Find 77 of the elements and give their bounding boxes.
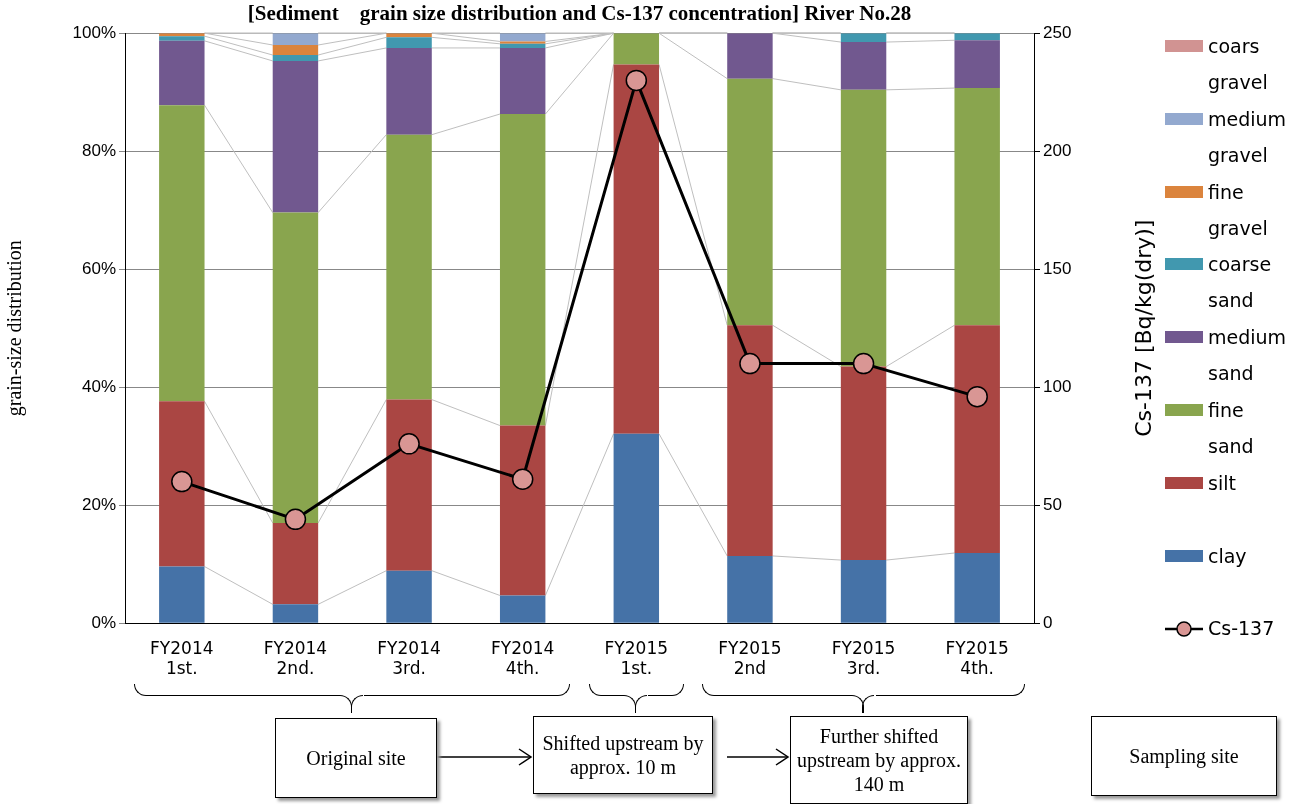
point [511,468,534,490]
legend-label: Cs-137 [1208,616,1276,642]
x-tick-label: FY2014 3rd. [377,637,441,679]
bar [954,40,1000,89]
y2-axis-title: Cs-137 [Bq/kg(dry)] [1130,219,1156,437]
legend-label: clay [1208,543,1248,569]
bar [840,560,887,623]
bar [613,64,660,434]
bar [159,401,205,567]
point [398,433,420,455]
bar [272,33,319,45]
bar [727,78,773,326]
point [852,352,875,375]
bar [272,522,319,605]
x-tick-label: FY2015 4th. [945,637,1009,679]
x-tick-label: FY2015 3rd. [831,637,896,679]
bar [159,566,205,623]
y2-tick-label: 200 [1043,140,1072,160]
bar [386,399,432,571]
bar [272,604,319,623]
y-tick-label: 100% [72,22,116,42]
point [284,508,307,531]
bar [386,47,432,135]
y2-tick-label: 0 [1043,612,1053,632]
legend-label: silt [1208,470,1237,496]
bar [840,42,887,90]
y-tick-label: 60% [81,258,116,278]
bar [272,60,319,213]
bar [727,555,773,623]
bar [159,105,205,402]
bar [840,89,887,367]
bar [272,45,319,56]
text: Sampling site [1091,716,1277,796]
text: Shifted upstream by approx. 10 m [533,716,713,794]
bar [840,33,887,43]
y2-tick-label: 150 [1043,258,1072,278]
chart-title: [Sediment grain size distribution and Cs-137 concentration] River No.28 [247,1,912,26]
bar [840,366,887,561]
bar [613,433,660,623]
bar [386,134,432,400]
bar [272,55,319,61]
text: Further shifted upstream by approx. 140 m [790,716,968,804]
y2-tick-label: 50 [1043,494,1062,514]
x-tick-label: FY2014 4th. [490,637,555,679]
y2-tick-label: 100 [1043,376,1072,396]
bar [727,33,773,79]
bar [272,212,319,523]
bar [499,43,546,48]
y-tick-label: 80% [81,140,116,160]
point [739,352,761,375]
x-tick-label: FY2014 1st. [150,637,214,679]
bar [386,570,432,623]
bar [727,325,773,556]
bar [159,36,205,41]
bar [499,41,546,44]
bar [954,325,1000,553]
y-tick-label: 40% [81,376,116,396]
bar [159,40,205,106]
bar [499,425,546,596]
text: Original site [275,718,437,798]
x-tick-label: FY2015 1st. [604,637,669,679]
x-tick-label: FY2014 2nd. [263,637,328,679]
bar [499,47,546,115]
bar [499,114,546,426]
y2-tick-label: 250 [1043,22,1072,42]
point [171,470,193,493]
y-axis-title: grain-size distribution [3,240,27,417]
bar [386,37,432,48]
x-tick-label: FY2015 2nd [718,637,782,679]
y-tick-label: 20% [81,494,116,514]
bar [613,33,660,65]
y-tick-label: 0% [91,612,116,632]
bar [954,552,1000,623]
point [625,69,648,92]
point [966,385,988,408]
bar [499,595,546,623]
bar [954,88,1000,326]
